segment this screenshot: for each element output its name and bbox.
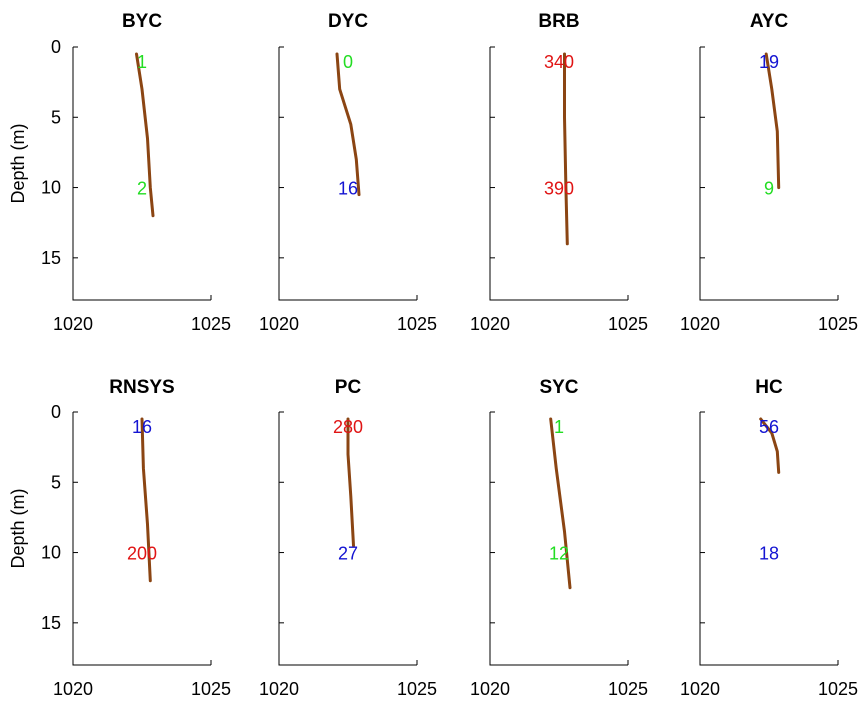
count-label: 1 [137,52,147,72]
panel-title: DYC [328,11,368,32]
count-label: 16 [338,179,358,199]
y-tick-label: 0 [51,37,61,57]
panel-title: HC [755,377,783,398]
density-profile-line [346,417,355,547]
x-tick-label: 1020 [259,679,299,699]
count-label: 390 [544,179,574,199]
count-label: 1 [554,417,564,437]
y-tick-label: 15 [41,613,61,633]
y-tick-label: 10 [41,543,61,563]
axis-frame [278,47,417,301]
density-profile-line [759,417,781,474]
x-tick-label: 1020 [470,314,510,334]
count-label: 12 [549,544,569,564]
x-tick-label: 1020 [470,679,510,699]
y-axis-label: Depth (m) [8,488,28,568]
x-tick-label: 1025 [397,314,437,334]
density-profile-line [549,417,572,590]
axis-frame [489,412,628,666]
count-label: 280 [333,417,363,437]
count-label: 340 [544,52,574,72]
density-profile-line [140,417,152,583]
axis-frame [489,47,628,301]
density-profile-line [764,52,781,190]
density-profile-line [335,52,361,197]
y-axis-label: Depth (m) [8,123,28,203]
count-label: 16 [132,417,152,437]
axis-frame [699,412,838,666]
x-tick-label: 1025 [191,314,231,334]
count-label: 19 [759,52,779,72]
panel-title: BRB [538,11,579,32]
y-tick-label: 5 [51,107,61,127]
y-tick-label: 5 [51,472,61,492]
y-tick-label: 15 [41,248,61,268]
count-label: 2 [137,179,147,199]
x-tick-label: 1020 [53,679,93,699]
count-label: 0 [343,52,353,72]
panel-title: RNSYS [109,377,174,398]
count-label: 200 [127,544,157,564]
axis-frame [699,47,838,301]
count-label: 18 [759,544,779,564]
count-label: 56 [759,417,779,437]
density-profile-line [135,52,155,218]
x-tick-label: 1025 [608,314,648,334]
count-label: 27 [338,544,358,564]
x-tick-label: 1025 [818,679,858,699]
density-profile-line [563,52,569,246]
panel-title: BYC [122,11,162,32]
x-tick-label: 1020 [680,314,720,334]
x-tick-label: 1020 [53,314,93,334]
x-tick-label: 1025 [191,679,231,699]
y-tick-label: 0 [51,402,61,422]
panel-title: SYC [539,377,578,398]
x-tick-label: 1020 [680,679,720,699]
x-tick-label: 1025 [397,679,437,699]
x-tick-label: 1025 [608,679,648,699]
x-tick-label: 1020 [259,314,299,334]
y-tick-label: 10 [41,178,61,198]
panel-title: PC [335,377,362,398]
panel-title: AYC [750,11,789,32]
count-label: 9 [764,179,774,199]
x-tick-label: 1025 [818,314,858,334]
